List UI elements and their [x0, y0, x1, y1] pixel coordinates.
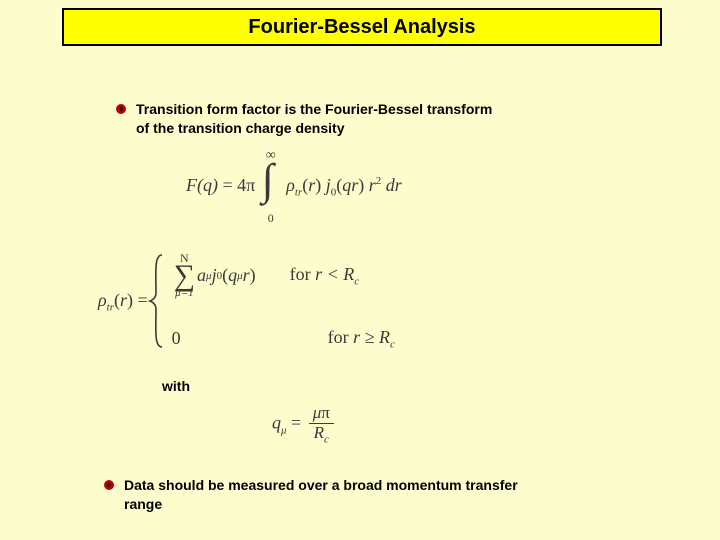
sum-icon: N ∑ μ=1: [174, 252, 195, 299]
eq1-j-arg: qr: [342, 175, 358, 195]
cond1-sub: c: [354, 275, 359, 287]
equation-qmu: qμ = μπ Rc: [272, 404, 337, 445]
eq1-r-sup: 2: [376, 175, 382, 187]
title-box: Fourier-Bessel Analysis: [62, 8, 662, 46]
bullet-1: Transition form factor is the Fourier-Be…: [116, 100, 616, 138]
eq2-case-2: 0 for r ≥ Rc: [172, 327, 395, 351]
eq2-lhs: ρtr(r) =: [98, 290, 148, 314]
equation-density-piecewise: ρtr(r) = N ∑ μ=1 aμ j0(qμr) for: [98, 252, 395, 351]
eq2-r2: r: [243, 265, 250, 286]
eq3-mu: μ: [313, 403, 322, 422]
eq2-cond1: for r < Rc: [290, 264, 360, 288]
cond2-expr: r ≥ R: [353, 327, 390, 347]
eq3-pi: π: [321, 403, 330, 422]
eq3-q-sub: μ: [281, 424, 287, 436]
cond2-sub: c: [390, 339, 395, 351]
bullet-2: Data should be measured over a broad mom…: [104, 476, 644, 514]
bullet-marker-icon: [104, 480, 114, 490]
eq1-prefactor: 4π: [237, 175, 255, 195]
eq2-q: q: [228, 265, 237, 286]
eq1-r: r: [369, 175, 376, 195]
bullet-marker-icon: [116, 104, 126, 114]
eq3-R: R: [314, 423, 324, 442]
cond1-for: for: [290, 264, 311, 284]
int-lower: 0: [268, 211, 274, 226]
with-label: with: [162, 378, 190, 394]
eq1-rho: ρ: [286, 175, 295, 195]
slide-title: Fourier-Bessel Analysis: [248, 16, 475, 39]
fraction: μπ Rc: [309, 404, 334, 445]
bullet-2-line1: Data should be measured over a broad mom…: [124, 477, 518, 493]
sum-lower: μ=1: [175, 288, 193, 299]
bullet-1-line1: Transition form factor is the Fourier-Be…: [136, 101, 492, 117]
eq3-R-sub: c: [324, 433, 329, 445]
bullet-2-text: Data should be measured over a broad mom…: [124, 476, 518, 514]
eq2-rho-sub: tr: [107, 301, 114, 313]
eq2-case-1: N ∑ μ=1 aμ j0(qμr) for r < Rc: [172, 252, 395, 299]
bullet-2-line2: range: [124, 496, 162, 512]
integral-icon: ∞ ∫ 0: [262, 162, 280, 212]
cond2-for: for: [328, 327, 349, 347]
bullet-1-line2: of the transition charge density: [136, 120, 344, 136]
eq2-zero: 0: [172, 328, 294, 349]
eq1-lhs: F(q): [186, 175, 218, 195]
equation-form-factor: F(q) = 4π ∞ ∫ 0 ρtr(r) j0(qr) r2 dr: [186, 162, 402, 212]
left-brace-icon: [148, 253, 166, 349]
eq2-r: r: [120, 290, 127, 310]
eq3-q: q: [272, 413, 281, 433]
cond1-expr: r < R: [315, 264, 354, 284]
bullet-1-text: Transition form factor is the Fourier-Be…: [136, 100, 492, 138]
eq1-dr: dr: [386, 175, 402, 195]
eq2-a: a: [197, 265, 206, 286]
eq2-cond2: for r ≥ Rc: [328, 327, 395, 351]
eq2-rho: ρ: [98, 290, 107, 310]
